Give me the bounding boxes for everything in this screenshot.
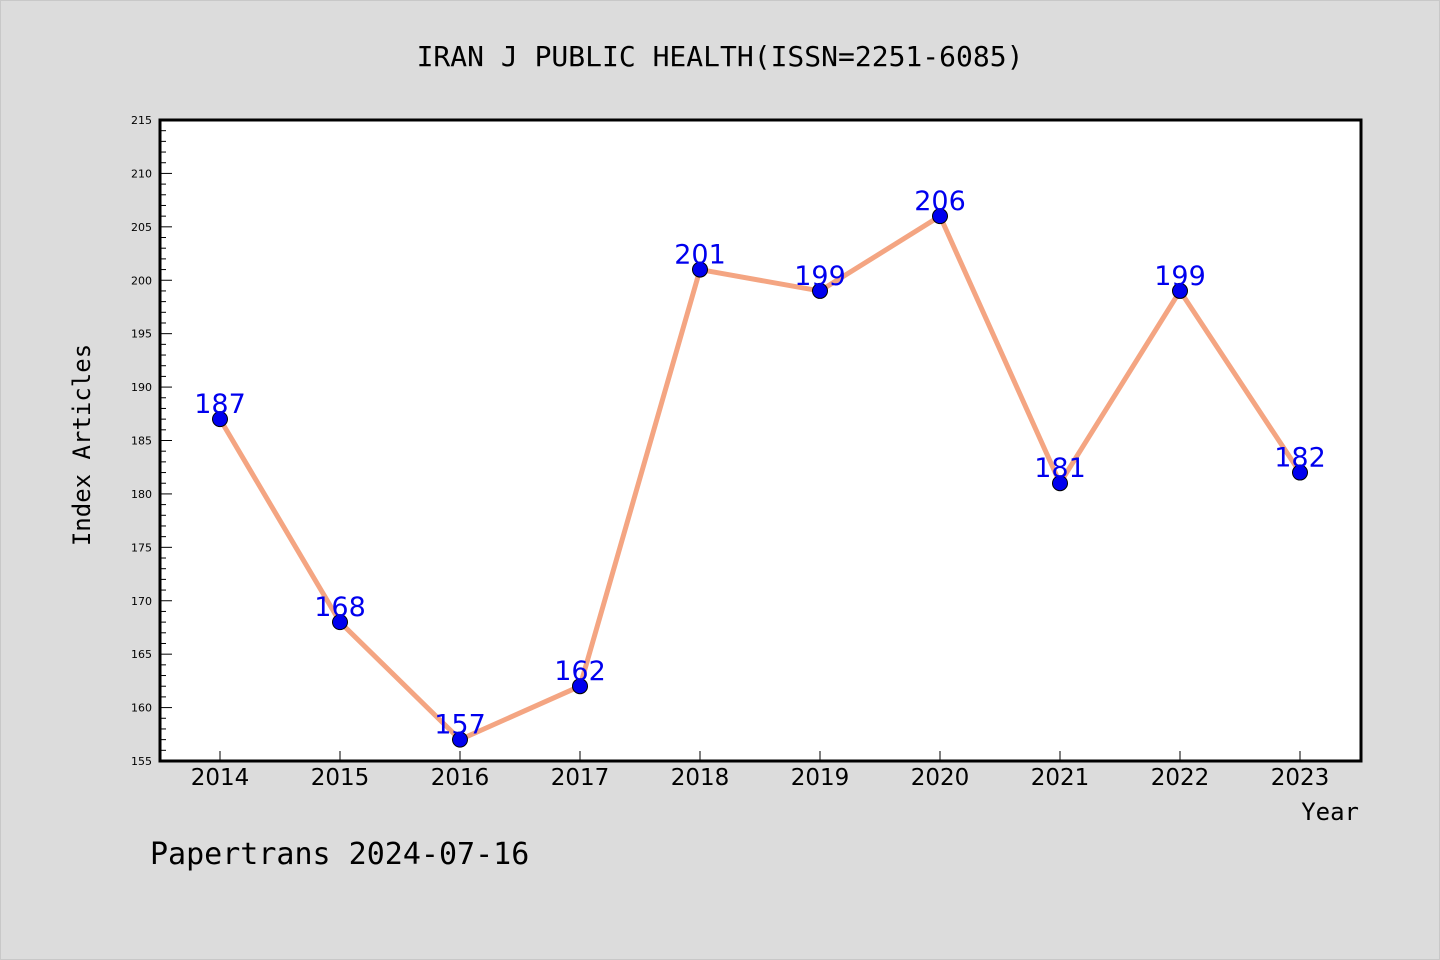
data-label: 199 <box>1154 261 1206 292</box>
data-label: 182 <box>1274 443 1326 474</box>
y-axis-label: Index Articles <box>68 344 96 546</box>
y-tick-label: 190 <box>131 381 152 394</box>
y-tick-label: 165 <box>131 648 152 661</box>
data-point <box>212 411 228 428</box>
footer-credit: Papertrans 2024-07-16 <box>150 837 529 872</box>
x-tick-label: 2020 <box>911 765 970 791</box>
series-layer: 187 168 157 162 201 199 206 181 199 182 <box>194 186 1326 748</box>
y-tick-label: 180 <box>131 488 152 501</box>
y-axis: 155 160 165 170 175 180 185 190 195 200 205 210 215 <box>131 114 172 768</box>
data-label: 162 <box>554 656 606 687</box>
data-label: 199 <box>794 261 846 292</box>
y-tick-label: 215 <box>131 114 152 127</box>
data-label: 181 <box>1034 453 1086 484</box>
x-tick-label: 2017 <box>551 765 610 791</box>
y-tick-label: 160 <box>131 702 152 715</box>
data-label: 206 <box>914 186 966 217</box>
chart-title: IRAN J PUBLIC HEALTH(ISSN=2251-6085) <box>417 40 1024 73</box>
x-tick-label: 2021 <box>1031 765 1090 791</box>
data-point <box>572 678 588 695</box>
y-tick-label: 195 <box>131 328 152 341</box>
series-line <box>217 213 1303 743</box>
data-point <box>692 261 708 278</box>
x-tick-label: 2015 <box>311 765 370 791</box>
data-point <box>332 614 348 631</box>
y-tick-label: 155 <box>131 755 152 768</box>
x-tick-label: 2018 <box>671 765 730 791</box>
data-label: 157 <box>434 710 486 741</box>
x-tick-label: 2022 <box>1151 765 1210 791</box>
data-point <box>812 282 828 299</box>
x-tick-label: 2019 <box>791 765 850 791</box>
x-axis-label: Year <box>1301 798 1359 826</box>
x-tick-label: 2014 <box>191 765 250 791</box>
y-tick-label: 205 <box>131 221 152 234</box>
data-point <box>1052 475 1068 492</box>
data-label: 187 <box>194 389 246 420</box>
data-point <box>1292 464 1308 481</box>
data-label: 201 <box>674 240 726 271</box>
y-tick-label: 210 <box>131 167 152 180</box>
data-point <box>1172 282 1188 299</box>
x-tick-label: 2023 <box>1271 765 1330 791</box>
y-tick-label: 200 <box>131 274 152 287</box>
data-label: 168 <box>314 592 366 623</box>
x-tick-label: 2016 <box>431 765 490 791</box>
y-tick-label: 185 <box>131 435 152 448</box>
plot-area <box>158 118 1363 763</box>
y-tick-label: 175 <box>131 541 152 554</box>
y-tick-label: 170 <box>131 595 152 608</box>
x-axis: 2014 2015 2016 2017 2018 2019 2020 2021 2022 2023 <box>191 751 1330 791</box>
data-point <box>452 731 468 748</box>
data-point <box>932 208 948 225</box>
